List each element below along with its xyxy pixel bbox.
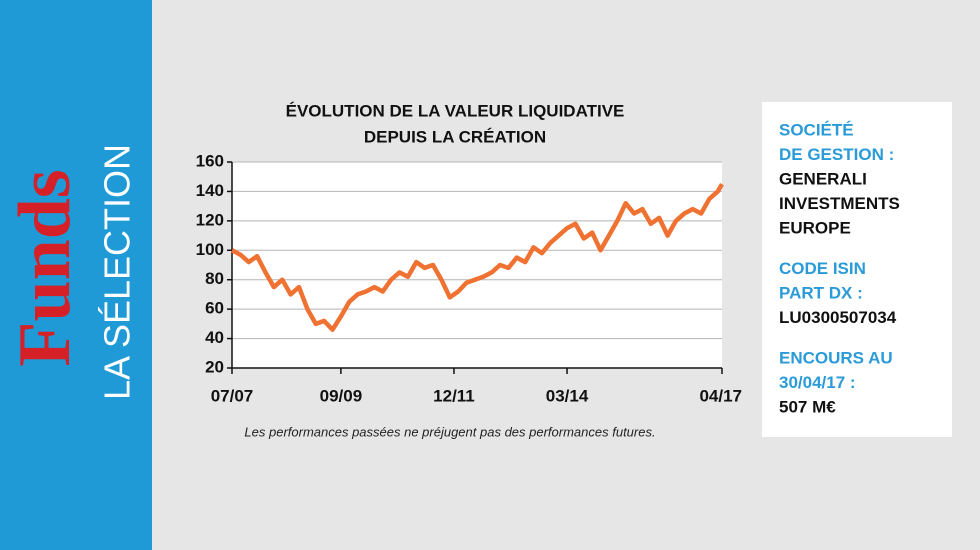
price-line bbox=[230, 182, 724, 332]
plot-area bbox=[232, 162, 722, 368]
x-tick-label: 09/09 bbox=[320, 386, 363, 405]
info-label: DE GESTION : bbox=[779, 145, 894, 164]
brand: Funds bbox=[4, 169, 86, 366]
x-tick-label: 12/11 bbox=[433, 386, 475, 405]
info-value: GENERALI bbox=[779, 169, 867, 188]
info-label: ENCOURS AU bbox=[779, 348, 893, 367]
chart-title: DEPUIS LA CRÉATION bbox=[364, 127, 546, 146]
info-label: CODE ISIN bbox=[779, 259, 866, 278]
x-tick-label: 03/14 bbox=[546, 386, 589, 405]
y-tick-label: 80 bbox=[205, 269, 224, 288]
y-tick-label: 140 bbox=[196, 181, 224, 200]
x-tick-label: 07/07 bbox=[211, 386, 254, 405]
footnote: Les performances passées ne préjugent pa… bbox=[244, 424, 655, 439]
info-label: SOCIÉTÉ bbox=[779, 120, 854, 139]
x-tick-label: 04/17 bbox=[699, 386, 742, 405]
chart-title: ÉVOLUTION DE LA VALEUR LIQUIDATIVE bbox=[286, 101, 625, 120]
y-tick-label: 120 bbox=[196, 210, 224, 229]
info-value: LU0300507034 bbox=[779, 308, 897, 327]
info-label: 30/04/17 : bbox=[779, 373, 856, 392]
info-value: INVESTMENTS bbox=[779, 194, 900, 213]
sidebar bbox=[0, 0, 152, 550]
y-tick-label: 160 bbox=[196, 151, 224, 170]
info-value: EUROPE bbox=[779, 218, 851, 237]
info-label: PART DX : bbox=[779, 283, 863, 302]
y-tick-label: 20 bbox=[205, 357, 224, 376]
info-box bbox=[762, 102, 952, 437]
section-title: LA SÉLECTION bbox=[97, 144, 138, 400]
y-tick-label: 100 bbox=[196, 240, 224, 259]
info-value: 507 M€ bbox=[779, 397, 836, 416]
y-tick-label: 60 bbox=[205, 299, 224, 318]
y-tick-label: 40 bbox=[205, 328, 224, 347]
